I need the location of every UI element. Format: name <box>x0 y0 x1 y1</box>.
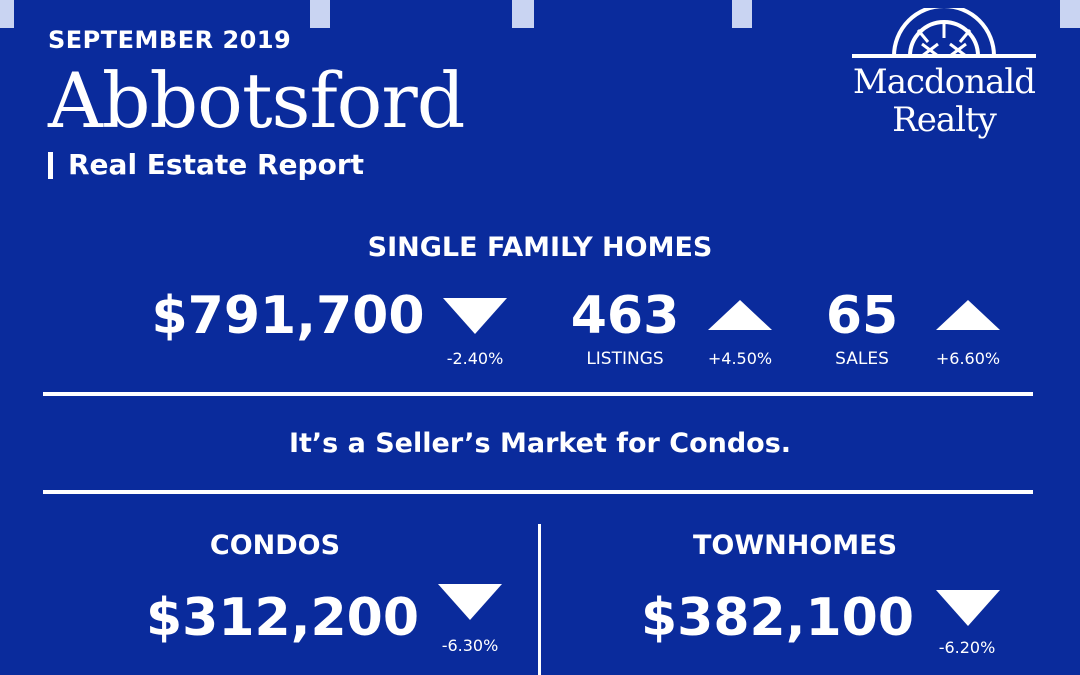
single-family-sales: 65 <box>825 286 899 346</box>
compass-arch-icon <box>852 8 1036 58</box>
listings-change: +4.50% <box>707 349 773 368</box>
listings-label: LISTINGS <box>586 349 664 369</box>
market-tagline: It’s a Seller’s Market for Condos. <box>288 428 792 459</box>
townhomes-price: $382,100 <box>640 588 915 648</box>
price-down-arrow-icon <box>443 298 507 334</box>
subtitle-bar <box>48 152 53 179</box>
top-tab-2 <box>310 0 330 28</box>
macdonald-realty-logo: Macdonald Realty <box>852 8 1036 148</box>
townhomes-title: TOWNHOMES <box>692 530 898 561</box>
city-title: Abbotsford <box>48 56 465 145</box>
condos-title: CONDOS <box>209 530 341 561</box>
logo-line-1: Macdonald <box>852 62 1036 102</box>
townhomes-down-arrow-icon <box>936 590 1000 626</box>
sales-up-arrow-icon <box>936 300 1000 330</box>
divider-top <box>43 392 1033 396</box>
townhomes-price-change: -6.20% <box>938 638 996 657</box>
divider-bottom <box>43 490 1033 494</box>
single-family-price: $791,700 <box>151 286 425 346</box>
single-family-title: SINGLE FAMILY HOMES <box>367 232 713 263</box>
column-divider <box>538 524 541 675</box>
sales-change: +6.60% <box>935 349 1001 368</box>
top-tab-3 <box>512 0 534 28</box>
report-month: SEPTEMBER 2019 <box>48 26 292 54</box>
condos-price: $312,200 <box>145 588 420 648</box>
top-tab-4 <box>732 0 752 28</box>
single-family-price-change: -2.40% <box>446 349 504 368</box>
top-tab-5 <box>1060 0 1080 28</box>
sales-label: SALES <box>835 349 889 369</box>
report-subtitle: Real Estate Report <box>68 148 365 181</box>
logo-line-2: Realty <box>892 100 997 140</box>
condos-down-arrow-icon <box>438 584 502 620</box>
single-family-listings: 463 <box>570 286 680 346</box>
top-tab-1 <box>0 0 14 28</box>
condos-price-change: -6.30% <box>441 636 499 655</box>
listings-up-arrow-icon <box>708 300 772 330</box>
